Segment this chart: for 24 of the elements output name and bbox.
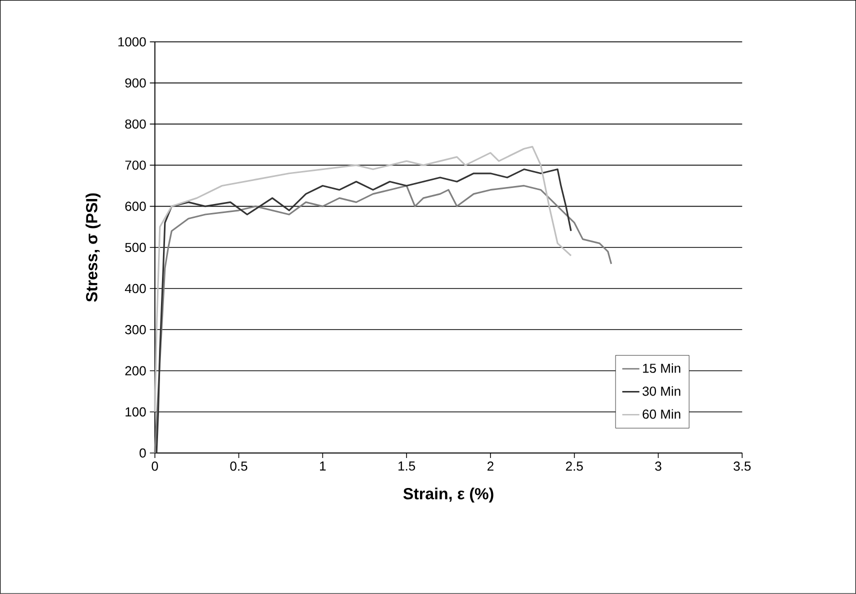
x-tick-label: 1.5	[398, 462, 416, 471]
y-tick-label: 1000	[118, 37, 146, 46]
y-tick-label: 600	[125, 202, 146, 211]
y-tick-label: 300	[125, 325, 146, 334]
x-tick-label: 0	[152, 462, 158, 471]
x-tick-label: 2	[488, 462, 494, 471]
y-tick-label: 700	[125, 160, 146, 170]
y-tick-label: 200	[125, 366, 146, 376]
y-tick-label: 0	[140, 448, 146, 458]
x-axis-title: Strain, ε (%)	[403, 488, 494, 503]
x-tick-label: 3.5	[734, 462, 751, 471]
y-tick-label: 100	[126, 407, 146, 417]
x-tick-label: 3	[655, 462, 662, 471]
y-tick-label: 900	[125, 78, 146, 88]
y-tick-label: 500	[125, 242, 146, 252]
legend-label: 15 Min	[643, 363, 680, 373]
legend-label: 60 Min	[642, 409, 680, 419]
y-tick-label: 400	[124, 284, 146, 294]
x-tick-label: 1	[320, 462, 326, 471]
y-tick-label: 800	[125, 120, 146, 129]
y-axis-title: Stress, σ (PSI)	[86, 193, 101, 302]
x-tick-label: 2.5	[566, 462, 583, 471]
x-tick-label: 0.5	[230, 462, 248, 471]
legend-label: 30 Min	[642, 386, 680, 396]
